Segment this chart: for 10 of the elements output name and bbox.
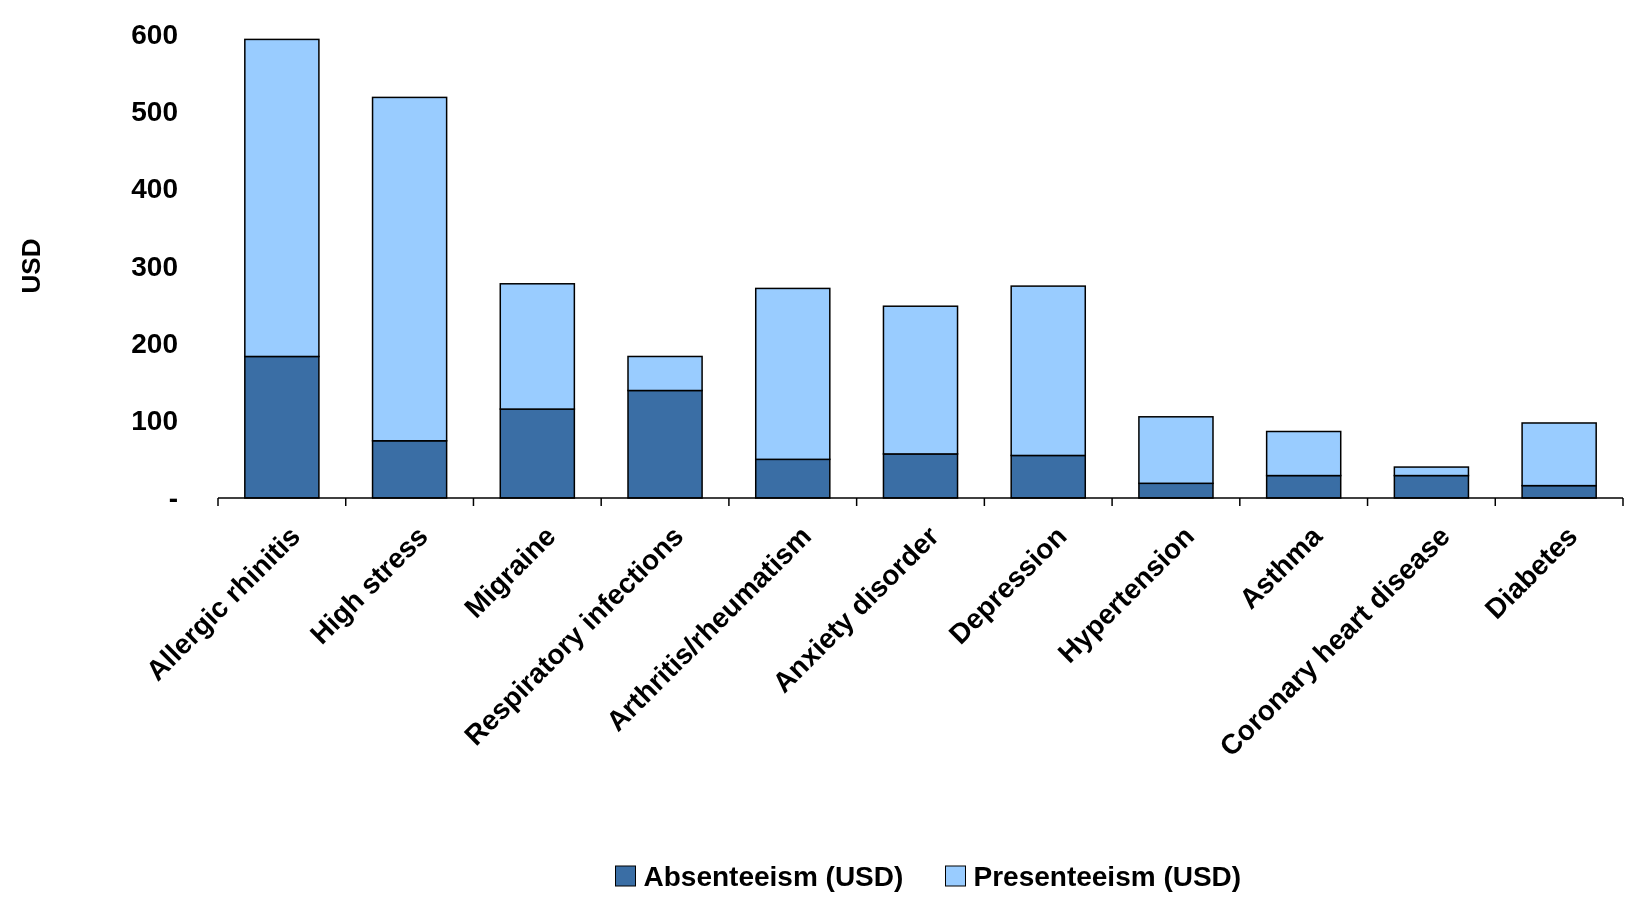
y-tick-label: 600: [131, 18, 178, 50]
y-tick-label: 400: [131, 173, 178, 205]
y-tick-label: 500: [131, 96, 178, 128]
y-tick-label: -: [168, 482, 178, 514]
y-tick-label: 300: [131, 250, 178, 282]
y-axis-title: USD: [16, 238, 46, 294]
y-tick-label: 200: [131, 328, 178, 360]
legend-label: Presenteeism (USD): [973, 860, 1242, 892]
y-tick-label: 100: [131, 405, 178, 437]
legend-label: Absenteeism (USD): [643, 860, 904, 892]
